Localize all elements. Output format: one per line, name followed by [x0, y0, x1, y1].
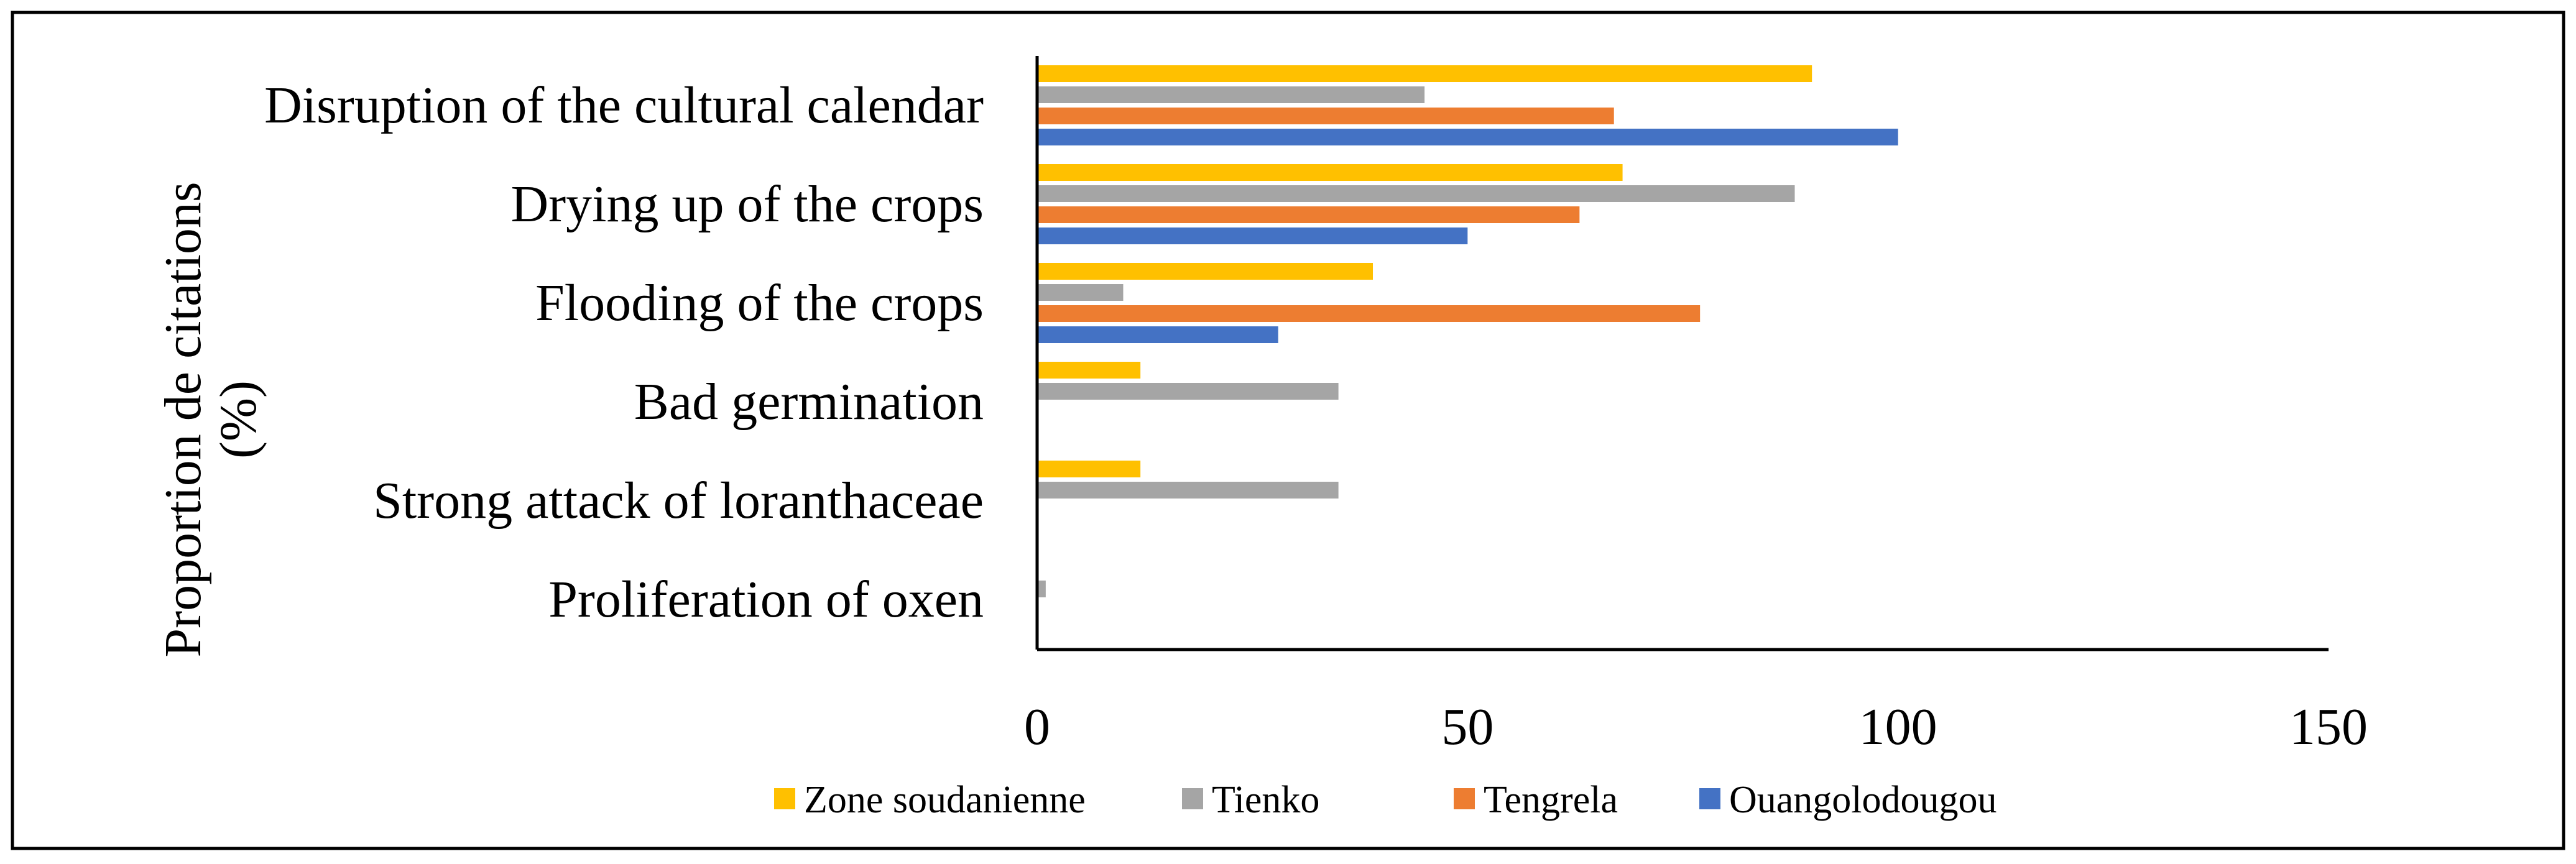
y-axis-label-line-2: (%) — [210, 380, 267, 459]
legend-swatch-zone-soudanienne — [774, 788, 795, 809]
bar-tengrela-drying-up-of-the-crops — [1037, 206, 1580, 223]
category-label-strong-attack-of-loranthaceae: Strong attack of loranthaceae — [373, 472, 984, 530]
x-tick-label-150: 150 — [2289, 698, 2368, 756]
bars — [1037, 65, 1898, 597]
bar-tienko-drying-up-of-the-crops — [1037, 185, 1795, 202]
bar-tienko-flooding-of-the-crops — [1037, 284, 1124, 301]
legend-label-zone-soudanienne: Zone soudanienne — [804, 779, 1086, 821]
category-label-disruption-of-the-cultural-calendar: Disruption of the cultural calendar — [264, 76, 984, 134]
legend-label-tienko: Tienko — [1212, 779, 1319, 821]
bar-zone-soudanienne-flooding-of-the-crops — [1037, 263, 1373, 280]
legend-swatch-ouangolodougou — [1699, 788, 1720, 809]
axes — [1035, 56, 2329, 651]
x-tick-label-0: 0 — [1024, 698, 1050, 756]
legend-swatch-tienko — [1182, 788, 1203, 809]
bar-zone-soudanienne-bad-germination — [1037, 362, 1141, 379]
bar-tengrela-disruption-of-the-cultural-calendar — [1037, 108, 1614, 124]
bar-tienko-disruption-of-the-cultural-calendar — [1037, 86, 1425, 103]
bar-ouangolodougou-drying-up-of-the-crops — [1037, 227, 1468, 244]
bar-tienko-bad-germination — [1037, 383, 1339, 400]
category-label-proliferation-of-oxen: Proliferation of oxen — [548, 571, 984, 628]
chart-border — [11, 11, 2565, 850]
bar-tienko-strong-attack-of-loranthaceae — [1037, 482, 1339, 499]
bar-ouangolodougou-disruption-of-the-cultural-calendar — [1037, 129, 1898, 145]
y-axis-label: Proportion de citations(%) — [154, 182, 267, 657]
x-tick-labels: 0 50 100 150 — [1024, 698, 2368, 756]
bar-zone-soudanienne-strong-attack-of-loranthaceae — [1037, 461, 1141, 477]
legend-swatch-tengrela — [1454, 788, 1475, 809]
category-label-drying-up-of-the-crops: Drying up of the crops — [510, 175, 984, 233]
category-labels: Disruption of the cultural calendar Dryin… — [264, 76, 984, 628]
bar-tengrela-flooding-of-the-crops — [1037, 305, 1701, 322]
bar-ouangolodougou-flooding-of-the-crops — [1037, 326, 1278, 343]
y-axis-label-line-1: Proportion de citations — [154, 182, 212, 657]
bar-zone-soudanienne-disruption-of-the-cultural-calendar — [1037, 65, 1812, 82]
category-label-bad-germination: Bad germination — [634, 373, 984, 431]
legend-label-ouangolodougou: Ouangolodougou — [1729, 779, 1997, 821]
category-label-flooding-of-the-crops: Flooding of the crops — [535, 274, 984, 332]
x-tick-label-100: 100 — [1859, 698, 1937, 756]
x-tick-label-50: 50 — [1441, 698, 1493, 756]
legend-label-tengrela: Tengrela — [1484, 779, 1618, 821]
legend: Zone soudanienne Tienko Tengrela Ouangolodo… — [774, 779, 1997, 821]
bar-zone-soudanienne-drying-up-of-the-crops — [1037, 164, 1623, 181]
bar-tienko-proliferation-of-oxen — [1037, 581, 1046, 597]
